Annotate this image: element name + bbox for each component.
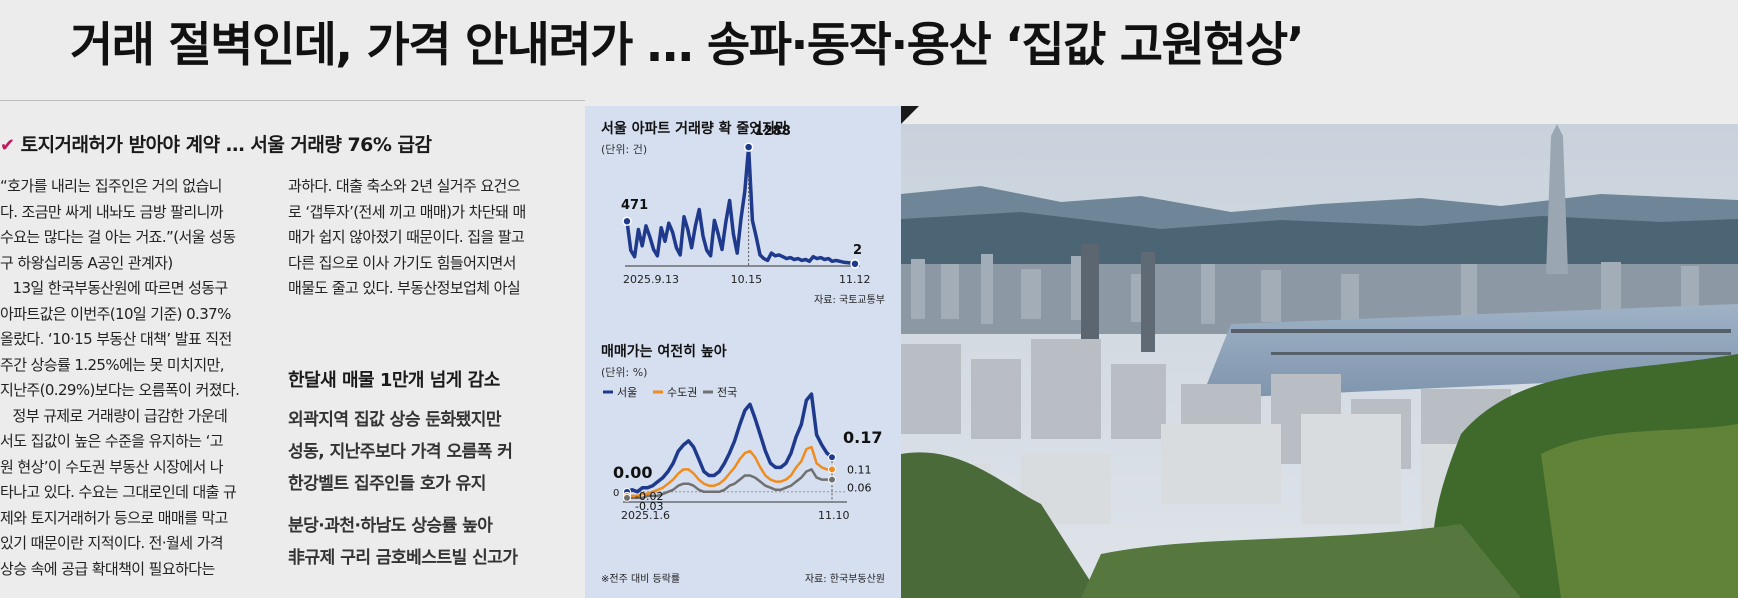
paragraph-line: 매물도 줄고 있다. 부동산정보업체 아실 — [288, 279, 521, 297]
chart2-source: 자료: 한국부동산원 — [805, 573, 885, 585]
chart1-data-label: 471 — [621, 198, 648, 213]
chart1-title: 서울 아파트 거래량 확 줄었지만 — [601, 120, 788, 137]
paragraph-line: 제와 토지거래허가 등으로 매매를 막고 — [0, 508, 228, 527]
chart2-end-point — [828, 453, 836, 462]
paragraph-line: 구 하왕십리동 A공인 관계자) — [0, 253, 173, 272]
chart2-start-point — [623, 493, 631, 502]
chart1-series-line — [625, 145, 856, 266]
chart2-legend-label: 서울 — [617, 386, 637, 399]
photo-corner-flag — [901, 106, 919, 124]
chart2-tick-label: 2025.1.6 — [621, 509, 670, 522]
chart2-end-label: 0.06 — [847, 482, 872, 495]
paragraph-line: 다른 집으로 이사 가기도 힘들어지면서 — [288, 253, 516, 272]
chart2-series-line — [627, 445, 832, 498]
paragraph-line: 서도 집값이 높은 수준을 유지하는 ‘고 — [0, 432, 224, 450]
chart1-tick-label: 10.15 — [731, 273, 763, 286]
paragraph-line: 있기 때문이란 지적이다. 전·월세 가격 — [0, 534, 224, 552]
chart2-end-label: 0.11 — [847, 463, 872, 476]
chart2-legend-label: 수도권 — [667, 386, 697, 399]
sub-heading-text: 토지거래허가 받아야 계약 … 서울 거래량 76% 급감 — [20, 134, 432, 156]
chart1-point — [850, 259, 860, 269]
paragraph-line: 수요는 많다는 걸 아는 거죠.”(서울 성동 — [0, 228, 236, 246]
chart1-point — [622, 216, 632, 226]
paragraph-line: 상승 속에 공급 확대책이 필요하다는 — [0, 559, 215, 578]
chart2-tick-label: 11.10 — [818, 509, 850, 522]
paragraph-line: “호가를 내리는 집주인은 거의 없습니 — [0, 177, 222, 195]
paragraph-line: 지난주(0.29%)보다는 오름폭이 커졌다. — [0, 381, 240, 399]
key-point: 외곽지역 집값 상승 둔화됐지만 — [288, 410, 502, 430]
paragraph-line: 원 현상’이 수도권 부동산 시장에서 나 — [0, 457, 224, 476]
article-column-1: “호가를 내리는 집주인은 거의 없습니 다. 조금만 싸게 내놔도 금방 팔리… — [0, 174, 262, 582]
paragraph-line: 타나고 있다. 수요는 그대로인데 대출 규 — [0, 483, 237, 501]
key-point: 한강벨트 집주인들 호가 유지 — [288, 474, 486, 494]
chart2-end-label: 0.17 — [843, 428, 882, 447]
chart2-unit: (단위: %) — [601, 366, 647, 379]
check-icon: ✔ — [0, 135, 15, 156]
headline: 거래 절벽인데, 가격 안내려가 … 송파·동작·용산 ‘집값 고원현상’ — [70, 18, 1305, 73]
chart2-start-label: 0.00 — [613, 463, 652, 482]
paragraph-line: 매가 쉽지 않아졌기 때문이다. 집을 팔고 — [288, 228, 525, 246]
key-points: 외곽지역 집값 상승 둔화됐지만 성동, 지난주보다 가격 오름폭 커 한강벨트… — [288, 404, 518, 574]
side-title: 한달새 매물 1만개 넘게 감소 — [288, 370, 500, 391]
chart1-tick-label: 11.12 — [839, 273, 871, 286]
divider — [0, 100, 585, 101]
key-point: 성동, 지난주보다 가격 오름폭 커 — [288, 442, 513, 462]
paragraph-line: 로 ‘갭투자’(전세 끼고 매매)가 차단돼 매 — [288, 202, 526, 221]
chart1-source: 자료: 국토교통부 — [814, 294, 885, 306]
paragraph-line: 아파트값은 이번주(10일 기준) 0.37% — [0, 304, 231, 323]
chart2-series-line — [626, 392, 834, 494]
chart1-data-label: 2 — [853, 243, 862, 258]
chart2-start-label: -0.03 — [635, 500, 663, 513]
chart2-footnote: ※전주 대비 등락률 — [601, 573, 680, 585]
chart2-end-point — [828, 465, 836, 474]
chart2-zero-label: 0 — [613, 488, 619, 499]
charts-svg: 서울 아파트 거래량 확 줄었지만 (단위: 건) 471 1288 2 2025.9.1… — [601, 120, 885, 585]
chart1-tick-label: 2025.9.13 — [623, 273, 679, 286]
paragraph-line: 주간 상승률 1.25%에는 못 미치지만, — [0, 355, 225, 374]
article-column-2: 과하다. 대출 축소와 2년 실거주 요건으 로 ‘갭투자’(전세 끼고 매매)… — [288, 174, 568, 302]
chart2-legend-label: 전국 — [717, 386, 737, 399]
chart1-data-label: 1288 — [755, 124, 791, 139]
chart2-series-line — [627, 468, 832, 500]
chart-panel: 서울 아파트 거래량 확 줄었지만 (단위: 건) 471 1288 2 2025.9.1… — [585, 106, 901, 598]
chart2-end-point — [828, 475, 836, 484]
paragraph-line: 다. 조금만 싸게 내놔도 금방 팔리니까 — [0, 202, 224, 221]
city-photo — [901, 124, 1738, 598]
seoul-skyline-image — [901, 124, 1738, 598]
key-point: 非규제 구리 금호베스트빌 신고가 — [288, 548, 518, 568]
chart1-unit: (단위: 건) — [601, 143, 647, 156]
paragraph-line: 13일 한국부동산원에 따르면 성동구 — [0, 279, 229, 297]
chart1-point — [743, 142, 754, 152]
chart2-start-label: -0.02 — [635, 490, 663, 503]
paragraph-line: 과하다. 대출 축소와 2년 실거주 요건으 — [288, 177, 521, 195]
paragraph-line: 정부 규제로 거래량이 급감한 가운데 — [0, 406, 228, 425]
key-point: 분당·과천·하남도 상승률 높아 — [288, 516, 493, 536]
chart2-title: 매매가는 여전히 높아 — [601, 343, 727, 360]
headline-bar: 거래 절벽인데, 가격 안내려가 … 송파·동작·용산 ‘집값 고원현상’ — [0, 0, 1738, 96]
paragraph-line: 올랐다. ‘10·15 부동산 대책’ 발표 직전 — [0, 330, 232, 348]
sub-heading: ✔ 토지거래허가 받아야 계약 … 서울 거래량 76% 급감 — [0, 130, 432, 157]
